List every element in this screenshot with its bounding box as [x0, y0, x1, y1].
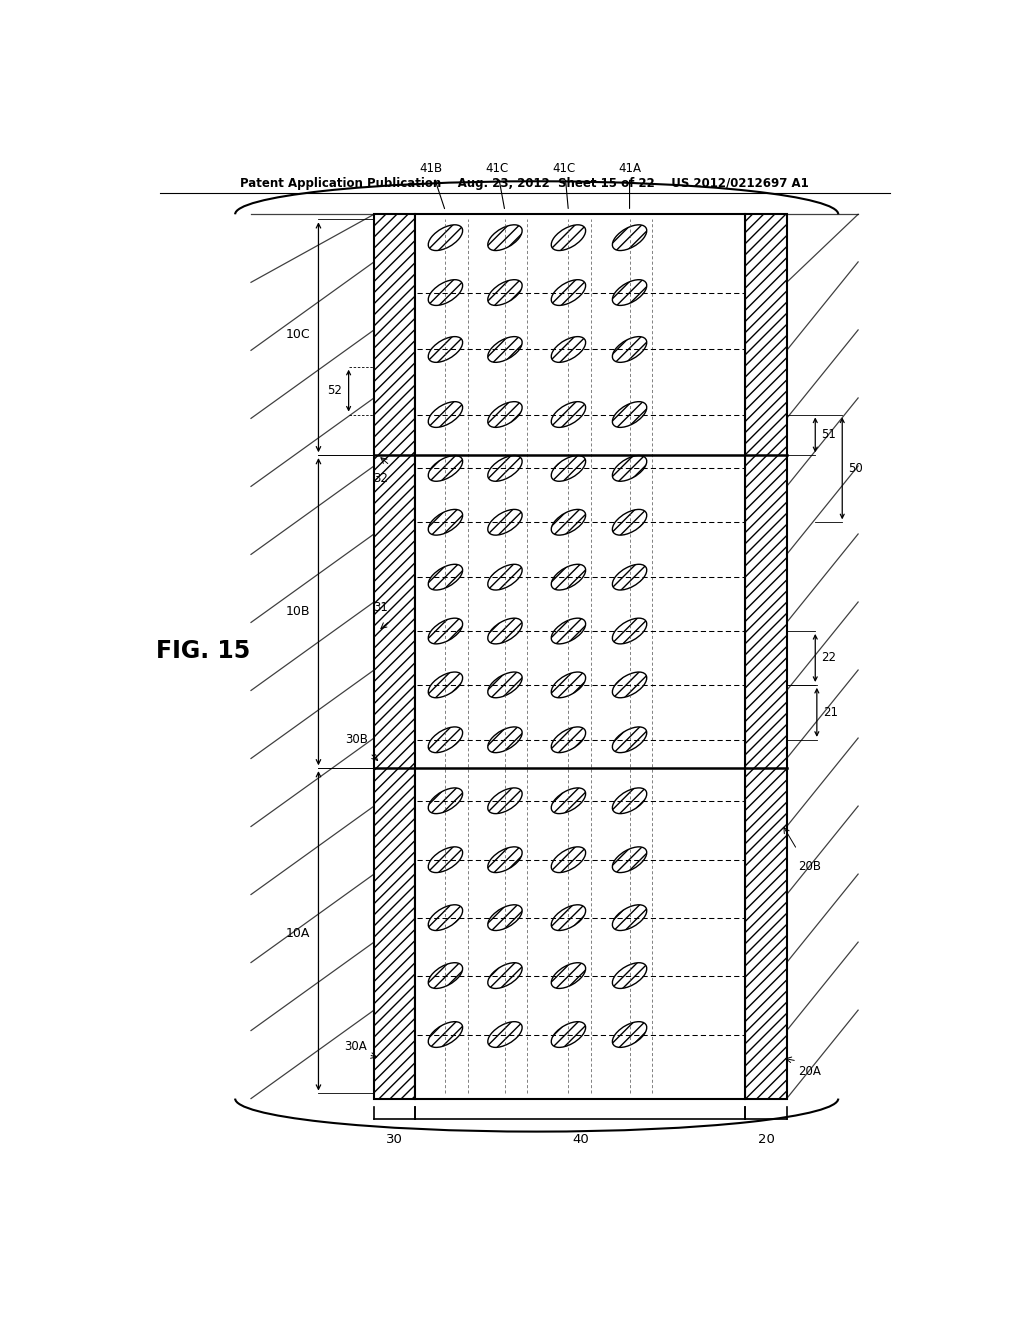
- Text: 10A: 10A: [286, 927, 310, 940]
- Text: 22: 22: [821, 652, 837, 664]
- Ellipse shape: [487, 672, 522, 698]
- Ellipse shape: [428, 847, 463, 873]
- Text: 41B: 41B: [420, 161, 444, 209]
- Text: 51: 51: [821, 429, 837, 441]
- Ellipse shape: [612, 224, 647, 251]
- Ellipse shape: [428, 401, 463, 428]
- Ellipse shape: [487, 455, 522, 482]
- Ellipse shape: [551, 401, 586, 428]
- Text: Patent Application Publication    Aug. 23, 2012  Sheet 15 of 22    US 2012/02126: Patent Application Publication Aug. 23, …: [241, 177, 809, 190]
- Ellipse shape: [428, 727, 463, 752]
- Text: 20: 20: [758, 1133, 774, 1146]
- Ellipse shape: [612, 788, 647, 813]
- Text: 21: 21: [823, 706, 839, 719]
- Ellipse shape: [487, 1022, 522, 1047]
- Ellipse shape: [612, 401, 647, 428]
- Ellipse shape: [612, 618, 647, 644]
- Text: 32: 32: [374, 473, 388, 486]
- Ellipse shape: [551, 564, 586, 590]
- Ellipse shape: [487, 401, 522, 428]
- Polygon shape: [416, 214, 745, 1098]
- Text: 30: 30: [386, 1133, 403, 1146]
- Text: 20A: 20A: [799, 1065, 821, 1078]
- Ellipse shape: [551, 510, 586, 535]
- Ellipse shape: [428, 618, 463, 644]
- Ellipse shape: [612, 904, 647, 931]
- Ellipse shape: [428, 788, 463, 813]
- Text: 30B: 30B: [345, 733, 369, 746]
- Ellipse shape: [487, 564, 522, 590]
- Ellipse shape: [551, 788, 586, 813]
- Text: FIG. 15: FIG. 15: [157, 639, 251, 664]
- Ellipse shape: [612, 280, 647, 305]
- Ellipse shape: [612, 962, 647, 989]
- Ellipse shape: [428, 564, 463, 590]
- Ellipse shape: [612, 847, 647, 873]
- Ellipse shape: [487, 904, 522, 931]
- Ellipse shape: [487, 727, 522, 752]
- Ellipse shape: [428, 904, 463, 931]
- Ellipse shape: [487, 224, 522, 251]
- Text: 31: 31: [374, 601, 388, 614]
- Text: 20B: 20B: [799, 859, 821, 873]
- Ellipse shape: [612, 510, 647, 535]
- Ellipse shape: [551, 455, 586, 482]
- Ellipse shape: [428, 672, 463, 698]
- Text: 50: 50: [849, 462, 863, 475]
- Ellipse shape: [428, 510, 463, 535]
- Text: 41C: 41C: [553, 161, 577, 209]
- Text: 10B: 10B: [286, 605, 310, 618]
- Ellipse shape: [612, 455, 647, 482]
- Ellipse shape: [428, 455, 463, 482]
- Ellipse shape: [487, 280, 522, 305]
- Ellipse shape: [612, 727, 647, 752]
- Ellipse shape: [428, 224, 463, 251]
- Ellipse shape: [487, 337, 522, 363]
- Ellipse shape: [551, 727, 586, 752]
- Ellipse shape: [428, 1022, 463, 1047]
- Text: 40: 40: [572, 1133, 589, 1146]
- Ellipse shape: [551, 1022, 586, 1047]
- Ellipse shape: [612, 337, 647, 363]
- Ellipse shape: [551, 847, 586, 873]
- Ellipse shape: [487, 618, 522, 644]
- Text: 10C: 10C: [286, 329, 310, 342]
- Ellipse shape: [487, 847, 522, 873]
- Ellipse shape: [428, 962, 463, 989]
- Ellipse shape: [551, 280, 586, 305]
- Ellipse shape: [612, 1022, 647, 1047]
- Text: 41C: 41C: [485, 161, 509, 209]
- Ellipse shape: [551, 337, 586, 363]
- Ellipse shape: [487, 788, 522, 813]
- Ellipse shape: [551, 962, 586, 989]
- Text: 52: 52: [328, 384, 342, 397]
- Ellipse shape: [612, 672, 647, 698]
- Ellipse shape: [551, 672, 586, 698]
- Ellipse shape: [551, 904, 586, 931]
- Ellipse shape: [487, 510, 522, 535]
- Ellipse shape: [551, 618, 586, 644]
- Text: 30A: 30A: [344, 1040, 367, 1053]
- Polygon shape: [745, 214, 786, 1098]
- Text: 41A: 41A: [618, 161, 641, 209]
- Ellipse shape: [428, 280, 463, 305]
- Ellipse shape: [487, 962, 522, 989]
- Ellipse shape: [551, 224, 586, 251]
- Polygon shape: [374, 214, 416, 1098]
- Ellipse shape: [428, 337, 463, 363]
- Ellipse shape: [612, 564, 647, 590]
